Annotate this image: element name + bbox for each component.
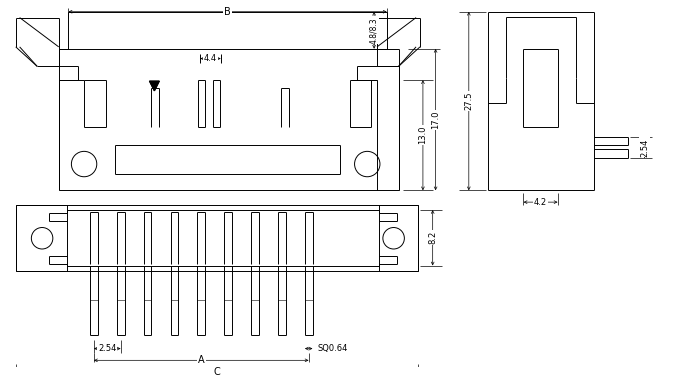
Text: 27.5: 27.5 <box>464 92 473 110</box>
Text: 2.54: 2.54 <box>98 344 116 353</box>
Text: 8.2: 8.2 <box>428 231 437 244</box>
Text: 17.0: 17.0 <box>431 111 440 129</box>
Text: B: B <box>224 7 231 17</box>
Text: 13.0: 13.0 <box>419 126 427 144</box>
Polygon shape <box>149 81 160 91</box>
Text: 4.4: 4.4 <box>204 54 217 63</box>
Text: SQ0.64: SQ0.64 <box>318 344 348 353</box>
Text: C: C <box>213 367 220 376</box>
Text: 4.8/8.3: 4.8/8.3 <box>369 17 379 44</box>
Text: A: A <box>198 355 205 365</box>
Text: 4.2: 4.2 <box>534 198 547 207</box>
Text: 2.54: 2.54 <box>640 138 649 157</box>
